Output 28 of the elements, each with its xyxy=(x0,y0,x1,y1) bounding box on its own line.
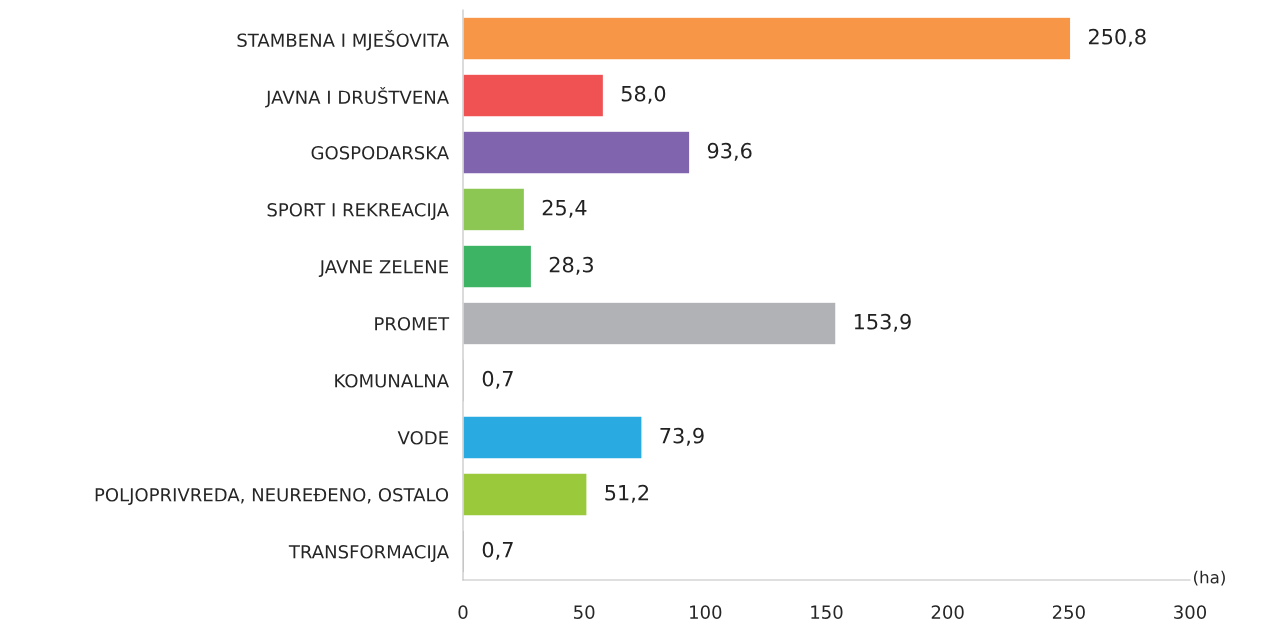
y-tick-label: SPORT I REKREACIJA xyxy=(267,202,449,220)
data-label: 73,9 xyxy=(660,427,704,446)
y-tick-label: STAMBENA I MJEŠOVITA xyxy=(237,30,449,51)
data-label: 28,3 xyxy=(549,256,593,275)
data-label: 0,7 xyxy=(482,370,513,389)
data-label: 250,8 xyxy=(1088,28,1146,47)
x-tick-label: 200 xyxy=(931,605,964,619)
x-tick-label: 150 xyxy=(811,605,843,619)
y-tick-label: PROMET xyxy=(375,316,450,331)
y-tick-label: GOSPODARSKA xyxy=(311,145,449,160)
y-tick-label: VODE xyxy=(397,430,448,445)
y-tick-label: TRANSFORMACIJA xyxy=(288,544,449,562)
x-tick-label: 0 xyxy=(458,605,468,619)
data-label: 0,7 xyxy=(482,541,513,560)
y-tick-label: KOMUNALNA xyxy=(335,373,449,388)
x-tick-label: 300 xyxy=(1174,605,1207,619)
y-tick-label: POLJOPRIVREDA, NEUREĐENO, OSTALO xyxy=(95,487,449,505)
data-label: 153,9 xyxy=(854,313,911,332)
x-tick-label: 250 xyxy=(1052,605,1085,619)
x-tick-label: 50 xyxy=(574,605,595,619)
y-tick-label: JAVNA I DRUŠTVENA xyxy=(265,87,449,108)
data-label: 25,4 xyxy=(542,199,587,218)
x-axis-title: (ha) xyxy=(1194,570,1225,586)
data-label: 93,6 xyxy=(707,142,752,161)
y-tick-label: JAVNE ZELENE xyxy=(318,260,448,277)
data-label: 51,2 xyxy=(605,484,649,503)
x-tick-label: 100 xyxy=(690,605,722,619)
data-label: 58,0 xyxy=(621,85,666,104)
